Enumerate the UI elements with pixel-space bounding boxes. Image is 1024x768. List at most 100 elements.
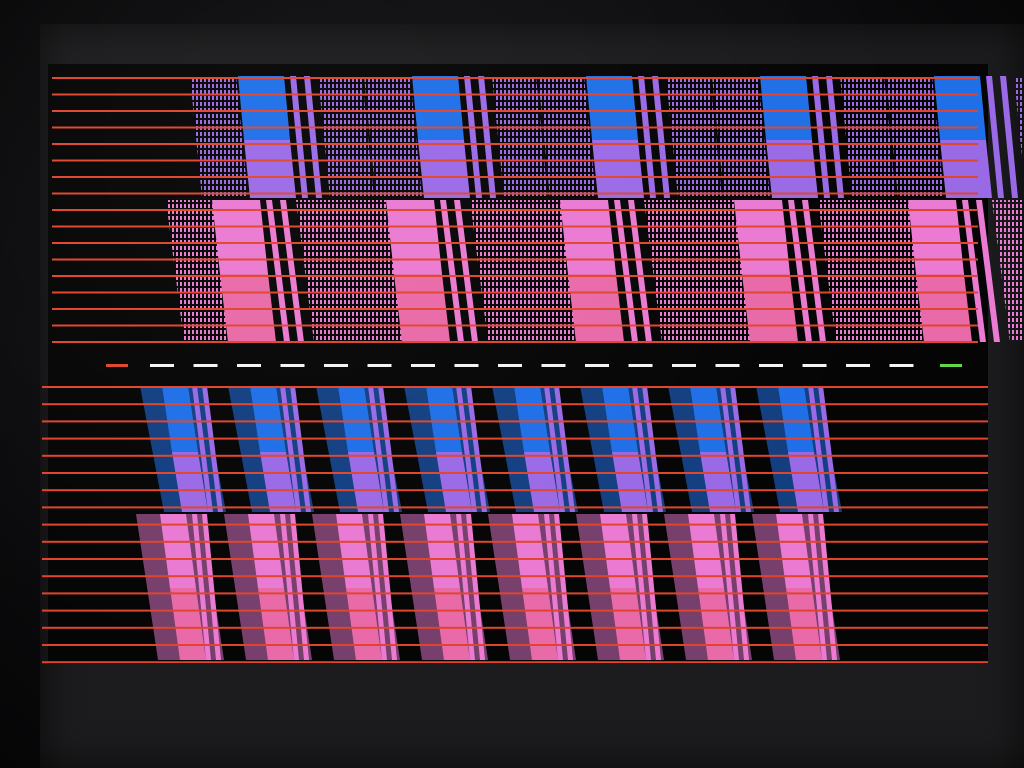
scanline bbox=[42, 592, 988, 595]
pink-tile bbox=[908, 200, 964, 274]
divider-dash bbox=[193, 364, 218, 367]
scanline bbox=[52, 110, 978, 112]
thin-stripe bbox=[818, 386, 839, 512]
violet-tile bbox=[436, 452, 472, 512]
violet-tile bbox=[700, 452, 736, 512]
scanline bbox=[42, 523, 988, 526]
thin-stripe bbox=[464, 76, 482, 198]
pink-tile bbox=[248, 514, 284, 588]
scanline bbox=[52, 93, 978, 96]
scanline bbox=[42, 506, 988, 509]
thin-stripe bbox=[544, 386, 565, 512]
thin-stripe bbox=[720, 514, 739, 660]
thin-stripe bbox=[642, 386, 663, 512]
scanline bbox=[42, 472, 988, 474]
violet-tile bbox=[244, 140, 296, 198]
divider-dash bbox=[628, 364, 653, 367]
pink-tile bbox=[160, 514, 196, 588]
thin-stripe bbox=[802, 200, 826, 342]
scanline bbox=[52, 143, 978, 145]
scanline bbox=[52, 291, 978, 294]
hatch-block bbox=[492, 76, 548, 198]
thin-stripe bbox=[266, 200, 290, 342]
scanline bbox=[42, 489, 988, 492]
divider-dash bbox=[846, 364, 870, 367]
scanline bbox=[52, 341, 978, 343]
hatch-block bbox=[340, 200, 404, 342]
divider-dash bbox=[150, 364, 174, 367]
hatch-block bbox=[538, 76, 596, 198]
rose-tile bbox=[258, 588, 294, 660]
blue-tile bbox=[586, 76, 638, 140]
thin-stripe bbox=[720, 386, 741, 512]
pink-tile bbox=[776, 514, 812, 588]
thin-stripe bbox=[280, 386, 301, 512]
hatch-block bbox=[992, 200, 1024, 342]
thin-stripe bbox=[812, 76, 830, 198]
blue-tile bbox=[250, 386, 286, 452]
scanline bbox=[52, 258, 978, 261]
violet-tile bbox=[524, 452, 560, 512]
pink-tile bbox=[336, 514, 372, 588]
thin-stripe bbox=[554, 514, 573, 660]
blue-tile bbox=[238, 76, 290, 140]
thin-stripe bbox=[730, 514, 749, 660]
thin-stripe bbox=[962, 200, 986, 342]
rose-tile bbox=[346, 588, 382, 660]
thin-stripe bbox=[986, 76, 1004, 198]
violet-tile bbox=[612, 452, 648, 512]
thin-stripe bbox=[826, 76, 844, 198]
divider-dash bbox=[324, 364, 348, 367]
blue-tile bbox=[338, 386, 374, 452]
thin-stripe bbox=[202, 386, 223, 512]
thin-stripe bbox=[192, 514, 211, 660]
thin-stripe bbox=[788, 200, 812, 342]
violet-tile bbox=[348, 452, 384, 512]
pink-tile bbox=[600, 514, 636, 588]
thin-stripe bbox=[378, 386, 399, 512]
scanline bbox=[52, 225, 978, 228]
violet-tile bbox=[172, 452, 208, 512]
divider-dash bbox=[498, 364, 522, 367]
thin-stripe bbox=[730, 386, 751, 512]
scanline bbox=[52, 275, 978, 277]
thin-stripe bbox=[544, 514, 563, 660]
divider-dash-red bbox=[106, 364, 128, 367]
blue-tile bbox=[514, 386, 550, 452]
divider-dash bbox=[454, 364, 479, 367]
pink-tile bbox=[688, 514, 724, 588]
thin-stripe bbox=[378, 514, 397, 660]
hatch-block bbox=[166, 200, 230, 342]
scanline bbox=[52, 242, 978, 244]
hatch-block bbox=[886, 76, 944, 198]
scanline bbox=[52, 324, 978, 327]
thin-stripe bbox=[1000, 76, 1018, 198]
thin-stripe bbox=[192, 386, 213, 512]
thin-stripe bbox=[818, 514, 837, 660]
scanline bbox=[42, 454, 988, 457]
divider-dash bbox=[411, 364, 435, 367]
thin-stripe bbox=[466, 514, 485, 660]
scanline bbox=[42, 558, 988, 560]
thin-stripe bbox=[290, 386, 311, 512]
hatch-block bbox=[190, 76, 248, 198]
pink-tile bbox=[560, 200, 616, 274]
divider-dash bbox=[672, 364, 696, 367]
thin-stripe bbox=[456, 386, 477, 512]
scanline bbox=[42, 420, 988, 423]
thin-stripe bbox=[632, 386, 653, 512]
hatch-block bbox=[514, 200, 578, 342]
violet-tile bbox=[418, 140, 470, 198]
scanline bbox=[42, 644, 988, 646]
pink-tile bbox=[512, 514, 548, 588]
scanline bbox=[42, 403, 988, 406]
divider-dash bbox=[367, 364, 392, 367]
violet-tile bbox=[940, 140, 992, 198]
blue-tile bbox=[778, 386, 814, 452]
violet-tile bbox=[788, 452, 824, 512]
rose-tile bbox=[170, 588, 206, 660]
rose-tile bbox=[434, 588, 470, 660]
divider-dash bbox=[715, 364, 740, 367]
scanline bbox=[52, 308, 978, 310]
